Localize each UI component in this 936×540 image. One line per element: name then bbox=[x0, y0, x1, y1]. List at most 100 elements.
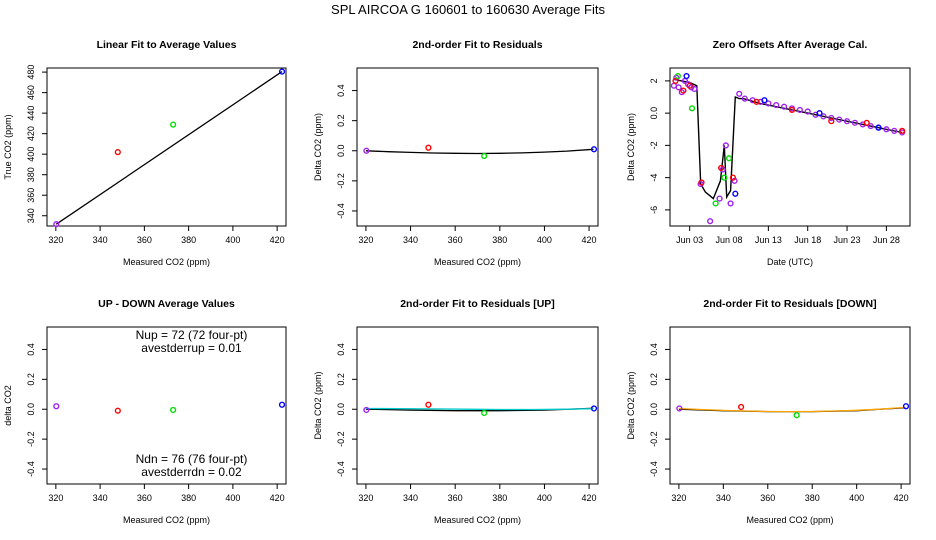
y-tick-label: -4 bbox=[649, 174, 659, 182]
data-point-purple bbox=[736, 90, 743, 97]
data-point-purple bbox=[891, 127, 898, 134]
x-tick-label: 340 bbox=[93, 493, 108, 503]
data-point bbox=[53, 221, 60, 228]
annotation-text: Ndn = 76 (76 four-pt) bbox=[136, 452, 248, 466]
data-point bbox=[590, 405, 598, 412]
data-point-green bbox=[721, 174, 728, 181]
data-point-purple bbox=[867, 122, 874, 130]
data-point bbox=[170, 121, 177, 128]
series-line-up bbox=[365, 407, 594, 411]
data-point-purple bbox=[796, 106, 803, 114]
y-tick-label: 480 bbox=[26, 65, 36, 80]
x-tick-label: 420 bbox=[894, 493, 909, 503]
data-point-red bbox=[753, 98, 760, 105]
data-point bbox=[425, 144, 432, 151]
panel-p3: Zero Offsets After Average Cal. Date (UTC… bbox=[626, 39, 911, 267]
data-point bbox=[425, 401, 432, 408]
panel-p4: UP - DOWN Average Values Measured CO2 (pp… bbox=[3, 298, 287, 525]
x-tick-label: 400 bbox=[849, 493, 864, 503]
data-point bbox=[902, 403, 910, 410]
x-tick-label: 420 bbox=[582, 235, 597, 245]
y-tick-label: 0.2 bbox=[26, 373, 36, 386]
y-tick-label: 360 bbox=[26, 188, 36, 203]
figure-title: SPL AIRCOA G 160601 to 160630 Average Fi… bbox=[331, 2, 605, 17]
data-point-blue bbox=[816, 110, 823, 117]
data-point-purple bbox=[691, 85, 698, 93]
x-axis-label: Measured CO2 (ppm) bbox=[434, 257, 521, 267]
panel-title: UP - DOWN Average Values bbox=[98, 298, 235, 310]
x-tick-label: 400 bbox=[537, 235, 552, 245]
y-axis-label: Delta CO2 (ppm) bbox=[626, 371, 636, 439]
y-axis-label: Delta CO2 (ppm) bbox=[313, 371, 323, 439]
panel-title: 2nd-order Fit to Residuals [DOWN] bbox=[703, 298, 876, 310]
y-tick-label: -0.4 bbox=[26, 461, 36, 477]
data-point-red bbox=[863, 119, 870, 126]
x-tick-label: 420 bbox=[582, 493, 597, 503]
y-tick-label: -0.2 bbox=[336, 431, 346, 447]
data-point-purple bbox=[843, 118, 851, 125]
y-tick-label: -0.4 bbox=[649, 461, 659, 477]
x-axis-label: Measured CO2 (ppm) bbox=[434, 515, 521, 525]
data-point bbox=[53, 403, 60, 410]
x-tick-label: Jun 18 bbox=[794, 235, 821, 245]
data-point-blue bbox=[732, 190, 739, 197]
panel-p1: Linear Fit to Average Values Measured CO2… bbox=[3, 39, 287, 267]
y-tick-label: 0.4 bbox=[26, 343, 36, 356]
x-tick-label: 360 bbox=[448, 235, 463, 245]
x-axis-label: Measured CO2 (ppm) bbox=[746, 515, 833, 525]
data-point-green bbox=[725, 155, 733, 162]
annotation-text: avestderrup = 0.01 bbox=[141, 341, 242, 355]
data-point-red bbox=[698, 179, 705, 186]
y-tick-label: 420 bbox=[26, 126, 36, 141]
panel-p6: 2nd-order Fit to Residuals [DOWN] Measure… bbox=[626, 298, 911, 525]
x-axis-label: Measured CO2 (ppm) bbox=[123, 257, 210, 267]
data-point-purple bbox=[851, 119, 859, 126]
data-point-red bbox=[899, 127, 906, 134]
data-point-green bbox=[674, 72, 681, 80]
x-tick-label: 380 bbox=[492, 235, 507, 245]
x-tick-label: 380 bbox=[181, 493, 196, 503]
data-point-purple bbox=[836, 116, 843, 123]
data-point-red bbox=[686, 82, 693, 89]
x-tick-label: 340 bbox=[403, 493, 418, 503]
x-tick-label: 340 bbox=[716, 493, 731, 503]
x-tick-label: 380 bbox=[805, 493, 820, 503]
y-tick-label: 0.4 bbox=[649, 343, 659, 356]
y-tick-label: 0.2 bbox=[649, 373, 659, 386]
data-point bbox=[363, 406, 370, 414]
y-tick-label: 0.4 bbox=[336, 343, 346, 356]
data-point-red bbox=[729, 174, 737, 181]
data-point-purple bbox=[883, 126, 890, 133]
x-tick-label: 360 bbox=[448, 493, 463, 503]
data-point-red bbox=[828, 118, 835, 125]
x-tick-label: Jun 23 bbox=[834, 235, 861, 245]
x-tick-label: Jun 03 bbox=[676, 235, 703, 245]
data-point-red bbox=[672, 77, 679, 84]
plot-frame bbox=[46, 326, 287, 485]
x-tick-label: 320 bbox=[48, 493, 63, 503]
data-point-purple bbox=[675, 84, 682, 91]
y-tick-label: 0.0 bbox=[336, 145, 346, 158]
y-tick-label: 380 bbox=[26, 167, 36, 182]
data-point-purple bbox=[765, 100, 772, 107]
annotation-text: Nup = 72 (72 four-pt) bbox=[136, 328, 248, 342]
y-tick-label: 0.2 bbox=[336, 373, 346, 386]
y-tick-label: 460 bbox=[26, 85, 36, 100]
y-tick-label: 0.0 bbox=[649, 107, 659, 120]
x-tick-label: 340 bbox=[403, 235, 418, 245]
data-point-purple bbox=[707, 218, 714, 225]
x-tick-label: 400 bbox=[225, 493, 240, 503]
panel-p5: 2nd-order Fit to Residuals [UP] Measured … bbox=[313, 298, 599, 525]
x-tick-label: Jun 08 bbox=[716, 235, 743, 245]
data-point-purple bbox=[780, 103, 788, 110]
data-point bbox=[278, 401, 286, 408]
data-point-purple bbox=[716, 195, 723, 202]
data-point-purple bbox=[727, 200, 734, 207]
plot-frame bbox=[46, 67, 287, 227]
y-tick-label: -6 bbox=[649, 206, 659, 214]
y-tick-label: 0.0 bbox=[649, 403, 659, 416]
panel-title: 2nd-order Fit to Residuals [UP] bbox=[400, 298, 555, 310]
x-tick-label: Jun 28 bbox=[873, 235, 900, 245]
